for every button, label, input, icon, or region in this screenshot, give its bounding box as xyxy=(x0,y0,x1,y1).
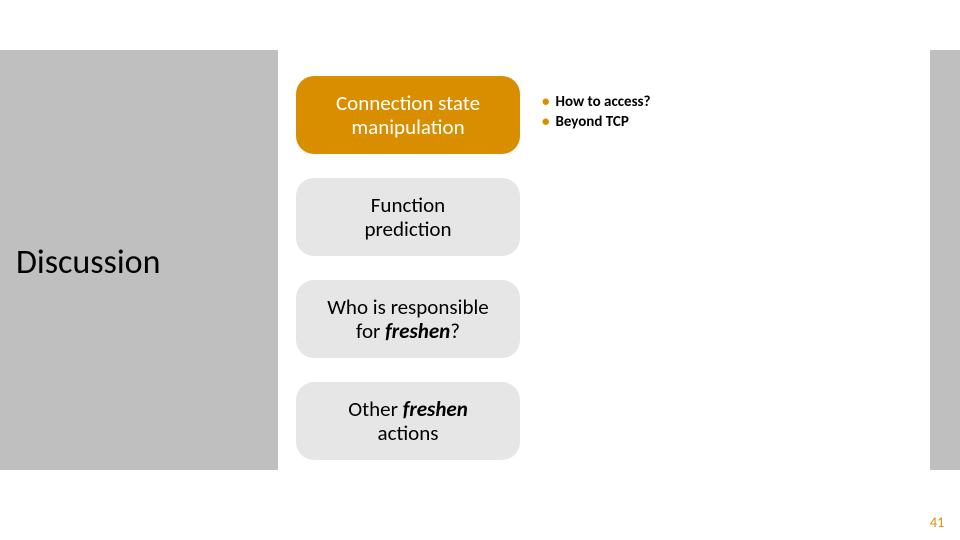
card-line1: Function xyxy=(364,193,451,217)
card-line1: Connection state xyxy=(336,91,480,115)
card-line1: Other freshen xyxy=(348,397,468,421)
card-line1: Who is responsible xyxy=(327,295,489,319)
bullet-icon: • xyxy=(542,92,549,112)
bullet-item: • How to access? xyxy=(542,92,651,112)
card-other-freshen: Other freshen actions xyxy=(296,382,520,460)
card-connection-state: Connection state manipulation xyxy=(296,76,520,154)
section-title: Discussion xyxy=(16,242,160,283)
sidebar-right xyxy=(930,50,960,470)
card-who-responsible: Who is responsible for freshen? xyxy=(296,280,520,358)
bullet-icon: • xyxy=(542,112,549,132)
card-line2: actions xyxy=(348,421,468,445)
bullet-text: How to access? xyxy=(555,92,650,112)
bullet-list: • How to access? • Beyond TCP xyxy=(542,92,651,133)
bullet-text: Beyond TCP xyxy=(555,112,628,132)
card-line2: manipulation xyxy=(336,115,480,139)
card-line2: prediction xyxy=(364,217,451,241)
slide: Discussion Connection state manipulation… xyxy=(0,0,960,540)
card-line2: for freshen? xyxy=(327,319,489,343)
page-number: 41 xyxy=(930,514,944,531)
bullet-item: • Beyond TCP xyxy=(542,112,651,132)
card-function-prediction: Function prediction xyxy=(296,178,520,256)
